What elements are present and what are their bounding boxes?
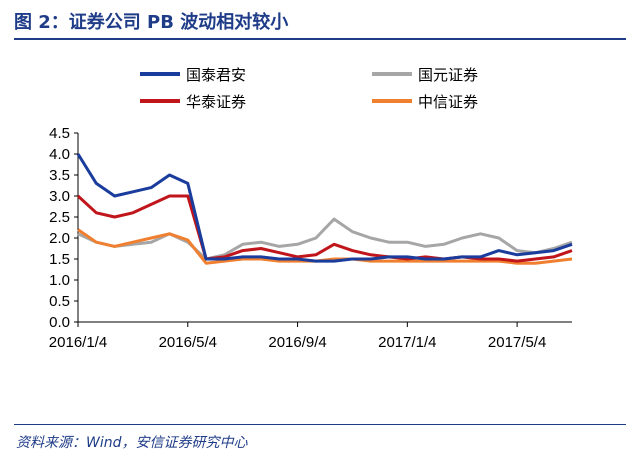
y-tick-label: 1.5 — [49, 251, 70, 268]
series-line-3 — [76, 194, 573, 263]
x-tick-label: 2016/5/4 — [159, 334, 217, 351]
title-rule — [14, 38, 626, 40]
x-tick-label: 2016/1/4 — [49, 334, 107, 351]
series-line-2 — [77, 217, 573, 261]
y-tick-label: 4.0 — [49, 146, 70, 163]
footer-rule — [14, 424, 626, 425]
y-tick-label: 4.5 — [49, 125, 70, 142]
y-tick-label: 0.5 — [49, 293, 70, 310]
y-tick-label: 2.5 — [49, 209, 70, 226]
y-tick-label: 2.0 — [49, 230, 70, 247]
legend-label: 国元证券 — [418, 66, 478, 84]
y-tick-label: 3.0 — [49, 188, 70, 205]
legend-label: 国泰君安 — [186, 66, 246, 84]
x-tick-label: 2017/1/4 — [378, 334, 436, 351]
chart-title: 图 2：证券公司 PB 波动相对较小 — [14, 12, 289, 33]
x-tick-label: 2017/5/4 — [488, 334, 546, 351]
y-tick-label: 0.0 — [49, 314, 70, 331]
y-tick-label: 3.5 — [49, 167, 70, 184]
source-note: 资料来源：Wind，安信证券研究中心 — [16, 435, 248, 451]
x-tick-label: 2016/9/4 — [268, 334, 326, 351]
legend-label: 华泰证券 — [186, 93, 246, 111]
legend-label: 中信证券 — [418, 93, 478, 111]
series-line-1 — [76, 153, 573, 263]
y-tick-label: 1.0 — [49, 272, 70, 289]
